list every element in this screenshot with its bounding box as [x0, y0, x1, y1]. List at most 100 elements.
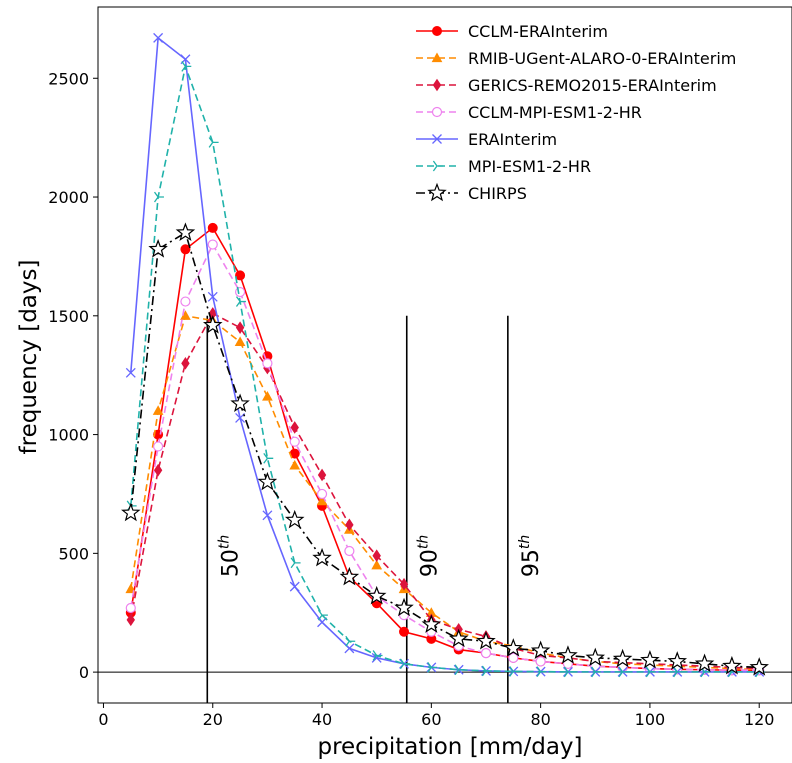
data-point: [317, 468, 327, 482]
data-point: [290, 421, 299, 434]
data-point: [317, 609, 328, 621]
data-point: [148, 239, 168, 258]
data-point: [372, 650, 383, 661]
data-point: [235, 321, 245, 334]
data-point: [585, 647, 606, 667]
y-tick-label: 1500: [48, 307, 89, 326]
data-point: [480, 648, 492, 659]
x-tick-label: 20: [203, 710, 223, 729]
legend-swatch-marker: [432, 134, 442, 144]
data-point: [235, 270, 246, 281]
data-point: [530, 640, 551, 660]
x-tick-label: 100: [635, 710, 666, 729]
x-tick-label: 60: [421, 710, 441, 729]
data-point: [591, 666, 602, 678]
data-point: [125, 602, 136, 614]
series-line: [129, 314, 760, 671]
data-point: [509, 666, 520, 677]
plot-area: 50th 90th 95th: [97, 6, 792, 704]
legend-item: CCLM-MPI-ESM1-2-HR: [416, 103, 642, 122]
series-line: [130, 312, 760, 670]
percentile-label: 90th: [416, 535, 443, 577]
data-point: [427, 662, 438, 673]
data-point: [289, 436, 300, 447]
y-tick-label: 2000: [48, 188, 89, 207]
y-axis-label: frequency [days]: [16, 260, 42, 455]
data-point: [394, 597, 414, 617]
data-point: [503, 638, 524, 657]
y-axis-ticks: 0 500 1000 1500 2000 2500: [48, 69, 98, 682]
legend-swatch-marker: [432, 78, 442, 92]
data-point: [181, 61, 192, 72]
data-point: [344, 545, 355, 557]
data-point: [125, 367, 136, 378]
x-tick-label: 0: [98, 710, 108, 729]
data-point: [399, 658, 410, 670]
data-point: [202, 315, 223, 334]
legend-label: CCLM-MPI-ESM1-2-HR: [468, 103, 642, 122]
legend-swatch-marker: [432, 160, 443, 172]
data-point: [153, 441, 164, 452]
data-point: [372, 549, 381, 563]
percentile-label: 50th: [216, 535, 243, 577]
data-point: [339, 566, 360, 586]
x-tick-label: 40: [312, 710, 332, 729]
y-tick-label: 1000: [48, 426, 89, 445]
legend-label: CHIRPS: [468, 184, 527, 203]
data-point: [316, 488, 328, 500]
legend-label: ERAInterim: [468, 130, 557, 149]
legend-item: ERAInterim: [416, 130, 557, 149]
x-tick-label: 120: [744, 710, 775, 729]
data-point: [289, 581, 300, 592]
data-point: [481, 665, 492, 677]
legend-label: GERICS-REMO2015-ERAInterim: [468, 76, 717, 95]
data-point: [345, 635, 356, 647]
data-point: [508, 652, 519, 663]
data-point: [448, 628, 469, 648]
legend-item: GERICS-REMO2015-ERAInterim: [416, 76, 717, 95]
data-point: [235, 296, 246, 307]
data-point: [235, 412, 246, 423]
data-point: [316, 495, 328, 506]
data-point: [152, 405, 164, 415]
data-point: [262, 391, 273, 401]
data-point: [126, 613, 135, 627]
legend-item: CCLM-ERAInterim: [416, 22, 608, 41]
x-axis-label: precipitation [mm/day]: [317, 734, 582, 760]
data-point: [421, 614, 442, 633]
data-point: [399, 626, 410, 637]
data-point: [345, 518, 354, 532]
legend-label: MPI-ESM1-2-HR: [468, 157, 591, 176]
axes-frame: [97, 6, 792, 704]
data-point: [153, 32, 164, 43]
data-point: [640, 649, 660, 669]
data-point: [454, 664, 465, 676]
legend-label: RMIB-UGent-ALARO-0-ERAInterim: [468, 49, 736, 68]
percentile-label: 95th: [517, 535, 544, 577]
x-axis-ticks: 0 20 40 60 80 100 120: [98, 703, 774, 729]
data-point: [645, 666, 656, 678]
data-point: [694, 653, 715, 673]
data-point: [667, 651, 688, 670]
series-chirps: [121, 222, 769, 676]
data-point: [181, 357, 190, 370]
data-point: [476, 630, 496, 650]
data-point: [234, 286, 246, 298]
data-point: [618, 666, 629, 678]
data-point: [208, 137, 219, 148]
data-point: [536, 666, 547, 677]
y-tick-label: 2500: [48, 69, 89, 88]
data-point: [366, 585, 387, 605]
data-point: [121, 502, 141, 522]
legend-swatch-marker: [432, 26, 442, 36]
legend-swatch-marker: [431, 106, 443, 118]
data-point: [180, 244, 191, 255]
legend-item: RMIB-UGent-ALARO-0-ERAInterim: [416, 49, 736, 68]
data-point: [262, 358, 273, 369]
legend: CCLM-ERAInterim RMIB-UGent-ALARO-0-ERAInt…: [416, 22, 736, 203]
data-point: [180, 296, 191, 307]
data-point: [371, 559, 383, 570]
y-tick-label: 500: [58, 544, 89, 563]
data-point: [207, 291, 218, 302]
